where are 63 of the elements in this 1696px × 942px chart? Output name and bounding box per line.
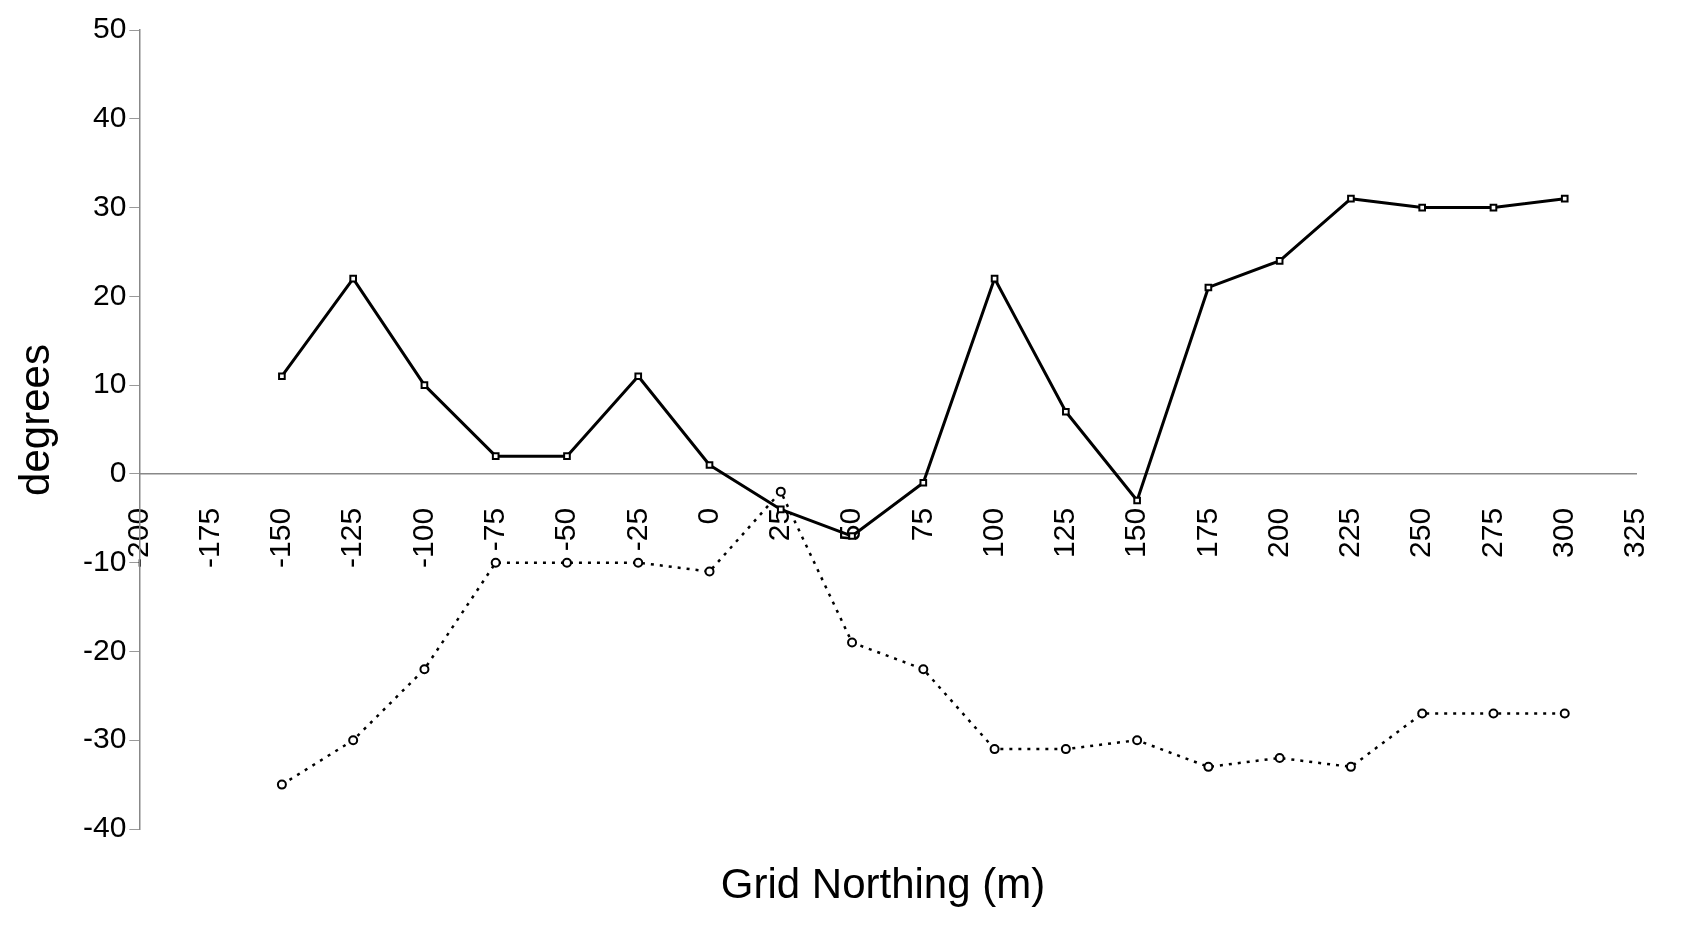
point — [1417, 708, 1428, 719]
x-tick-label: -75 — [476, 507, 510, 552]
x-tick-label: 125 — [1047, 507, 1081, 558]
x-tick-label: -150 — [263, 507, 297, 568]
x-tick-label: 175 — [1189, 507, 1223, 558]
x-tick-label: 150 — [1118, 507, 1152, 558]
y-tick-label: 40 — [92, 100, 127, 134]
point — [847, 637, 858, 648]
point — [775, 486, 786, 497]
y-tick-label: 0 — [109, 455, 127, 489]
point — [989, 744, 1000, 755]
x-tick-label: -25 — [619, 507, 653, 552]
x-tick-label: -175 — [191, 507, 225, 568]
point — [1347, 194, 1355, 203]
point — [490, 557, 501, 568]
x-tick-label: 225 — [1332, 507, 1366, 558]
x-tick-label: -100 — [405, 507, 439, 568]
point — [1062, 407, 1070, 416]
x-axis-title: Grid Northing (m) — [719, 860, 1047, 908]
y-tick-label: -20 — [83, 632, 127, 666]
point — [1060, 744, 1071, 755]
point — [420, 381, 429, 389]
point — [1133, 496, 1141, 505]
y-tick-label: 50 — [92, 11, 127, 45]
x-tick-label: -125 — [334, 507, 368, 568]
y-tick-label: 30 — [92, 188, 127, 222]
x-tick-label: 200 — [1260, 507, 1294, 558]
x-tick-label: 100 — [975, 507, 1009, 558]
point — [276, 779, 287, 790]
point — [1203, 761, 1214, 772]
x-tick-label: -50 — [548, 507, 582, 552]
x-tick-label: 300 — [1546, 507, 1579, 558]
point — [633, 557, 644, 568]
point — [1560, 194, 1569, 203]
y-tick-label: -30 — [83, 721, 127, 755]
x-tick-label: 325 — [1617, 507, 1651, 558]
y-tick-label: 10 — [92, 366, 127, 400]
point — [634, 372, 643, 381]
point — [348, 735, 359, 746]
x-tick-label: 75 — [904, 507, 938, 542]
point — [349, 274, 357, 283]
point — [1132, 735, 1143, 746]
y-axis-title: degrees — [11, 344, 59, 496]
point — [1418, 203, 1427, 212]
point — [1275, 256, 1284, 265]
point — [919, 478, 928, 487]
point — [491, 452, 500, 460]
y-tick-label: -40 — [83, 810, 127, 844]
x-tick-label: 250 — [1403, 507, 1437, 558]
point — [1345, 761, 1356, 772]
x-tick-label: 275 — [1474, 507, 1508, 558]
point — [419, 664, 430, 675]
point — [918, 664, 929, 675]
point — [1488, 708, 1499, 719]
point — [704, 566, 715, 577]
point — [278, 372, 286, 381]
point — [1274, 752, 1285, 763]
y-tick-label: 20 — [92, 277, 127, 311]
point — [705, 461, 714, 469]
point — [561, 557, 572, 568]
point — [1559, 708, 1570, 719]
point — [563, 452, 571, 460]
x-tick-label: 0 — [690, 507, 724, 525]
